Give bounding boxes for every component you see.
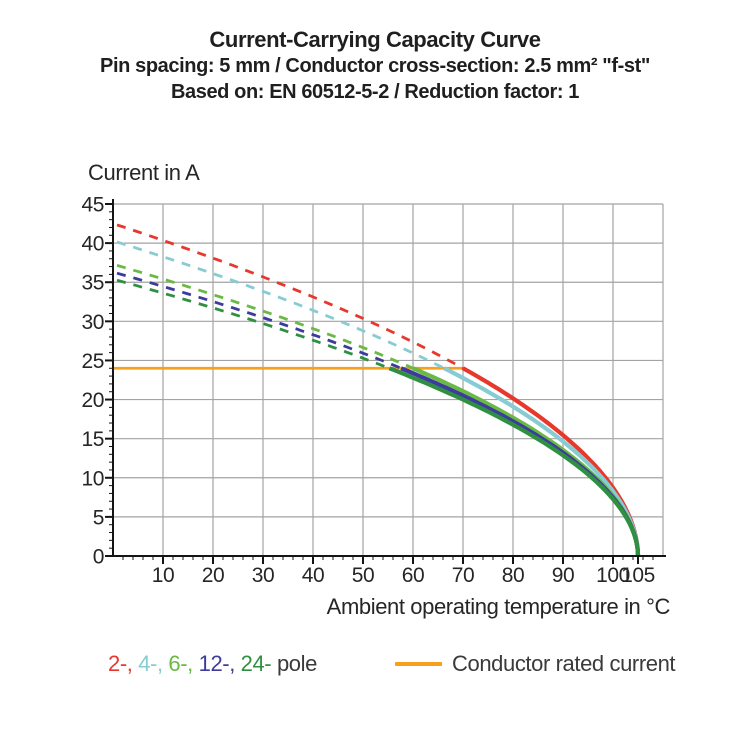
y-tick-label-10: 10	[81, 467, 104, 490]
x-tick-label-70: 70	[452, 564, 475, 587]
x-tick-label-20: 20	[202, 564, 225, 587]
curve-dashed-24-pole	[116, 278, 390, 370]
legend-pole-suffix: pole	[271, 651, 317, 676]
y-tick-label-20: 20	[81, 389, 104, 412]
x-tick-label-50: 50	[352, 564, 375, 587]
capacity-curves	[116, 223, 641, 557]
axes	[105, 199, 666, 564]
y-tick-label-30: 30	[81, 311, 104, 334]
curve-dashed-2-pole	[116, 223, 464, 370]
chart-subtitle-basis: Based on: EN 60512-5-2 / Reduction facto…	[170, 81, 580, 103]
legend-rated-current: Conductor rated current	[395, 651, 676, 677]
curve-dashed-4-pole	[116, 240, 445, 370]
y-tick-label-0: 0	[93, 546, 104, 569]
x-axis-title: Ambient operating temperature in °C	[327, 594, 671, 619]
y-axis-title: Current in A	[88, 160, 200, 185]
curve-solid-12-pole	[400, 366, 641, 557]
x-tick-label-40: 40	[302, 564, 325, 587]
curve-solid-24-pole	[388, 366, 641, 557]
x-tick-label-30: 30	[252, 564, 275, 587]
legend-item-12-pole: 12-,	[198, 651, 236, 676]
x-tick-label-60: 60	[402, 564, 425, 587]
y-tick-label-45: 45	[81, 194, 104, 217]
legend-item-24-pole: 24-	[240, 651, 272, 676]
curve-solid-6-pole	[412, 366, 641, 557]
legend-item-6-pole: 6-,	[168, 651, 193, 676]
gridlines	[113, 203, 664, 556]
curve-solid-2-pole	[462, 366, 641, 557]
legend-pole-series: 2-, 4-, 6-, 12-, 24- pole	[108, 651, 317, 677]
chart-title: Current-Carrying Capacity Curve	[209, 27, 541, 52]
legend: 2-, 4-, 6-, 12-, 24- pole Conductor rate…	[0, 648, 750, 682]
x-tick-label-80: 80	[502, 564, 525, 587]
y-tick-label-5: 5	[93, 506, 104, 529]
x-tick-label-105: 105	[621, 564, 655, 587]
x-tick-label-90: 90	[552, 564, 575, 587]
tick-labels: 0 5 10 15 20 25 30 35 40 45 10 20 30 40 50 60 70 80 90 1001…	[81, 194, 655, 588]
legend-item-4-pole: 4-,	[138, 651, 163, 676]
x-tick-label-100: 100	[596, 564, 630, 587]
y-tick-label-15: 15	[81, 428, 104, 451]
y-tick-label-25: 25	[81, 350, 104, 373]
curve-dashed-6-pole	[116, 264, 414, 370]
y-tick-label-35: 35	[81, 272, 104, 295]
legend-item-2-pole: 2-,	[108, 651, 133, 676]
x-tick-label-10: 10	[152, 564, 175, 587]
chart-header: Current-Carrying Capacity Curve Pin spac…	[0, 26, 750, 105]
rated-current-label: Conductor rated current	[452, 651, 676, 676]
chart-subtitle-spec: Pin spacing: 5 mm / Conductor cross-sect…	[100, 55, 650, 77]
y-tick-label-40: 40	[81, 233, 104, 256]
rated-current-swatch	[395, 662, 442, 666]
